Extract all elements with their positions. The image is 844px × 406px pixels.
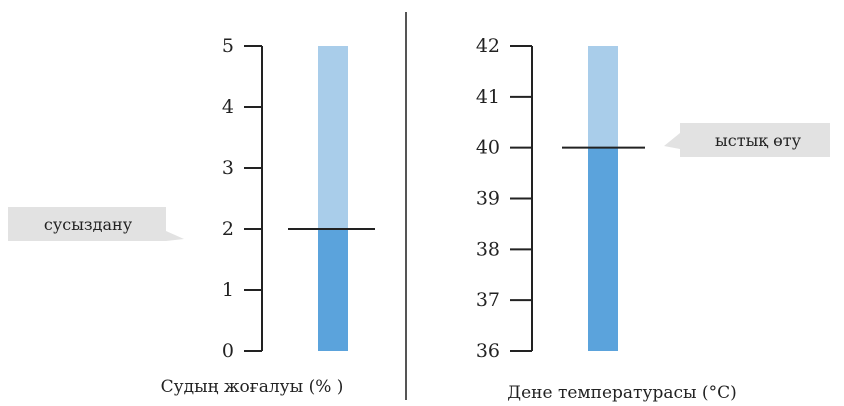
body-temperature-tick-label: 39 (476, 188, 500, 210)
body-temperature-threshold-label: ыстық өту (715, 131, 802, 150)
water-loss-tick-label: 5 (222, 35, 234, 57)
body-temperature-chart: Дене температурасы (°C) 36 37 38 39 40 41 42 ыс… (476, 35, 830, 403)
body-temperature-threshold-callout (664, 123, 830, 157)
panel-divider (405, 12, 407, 400)
body-temperature-tick-label: 42 (476, 35, 500, 57)
body-temperature-axis-title: Дене температурасы (°C) (507, 383, 736, 403)
water-loss-tick-label: 1 (222, 279, 234, 301)
water-loss-tick-label: 3 (222, 157, 234, 179)
water-loss-bar-fill (318, 229, 348, 351)
body-temperature-tick-label: 40 (476, 137, 500, 159)
body-temperature-bar-fill (588, 147, 618, 351)
water-loss-chart: Судың жоғалуы (% ) 0 1 2 3 4 5 сусыздану (8, 35, 375, 397)
water-loss-tick-label: 0 (222, 340, 234, 362)
water-loss-axis-title: Судың жоғалуы (% ) (161, 377, 344, 397)
water-loss-threshold-callout (8, 207, 184, 241)
body-temperature-tick-label: 36 (476, 340, 500, 362)
body-temperature-tick-label: 38 (476, 238, 500, 260)
water-loss-tick-label: 2 (222, 218, 234, 240)
body-temperature-tick-label: 37 (476, 289, 500, 311)
body-temperature-tick-label: 41 (476, 86, 500, 108)
water-loss-threshold-label: сусыздану (44, 215, 133, 234)
water-loss-tick-label: 4 (222, 96, 234, 118)
